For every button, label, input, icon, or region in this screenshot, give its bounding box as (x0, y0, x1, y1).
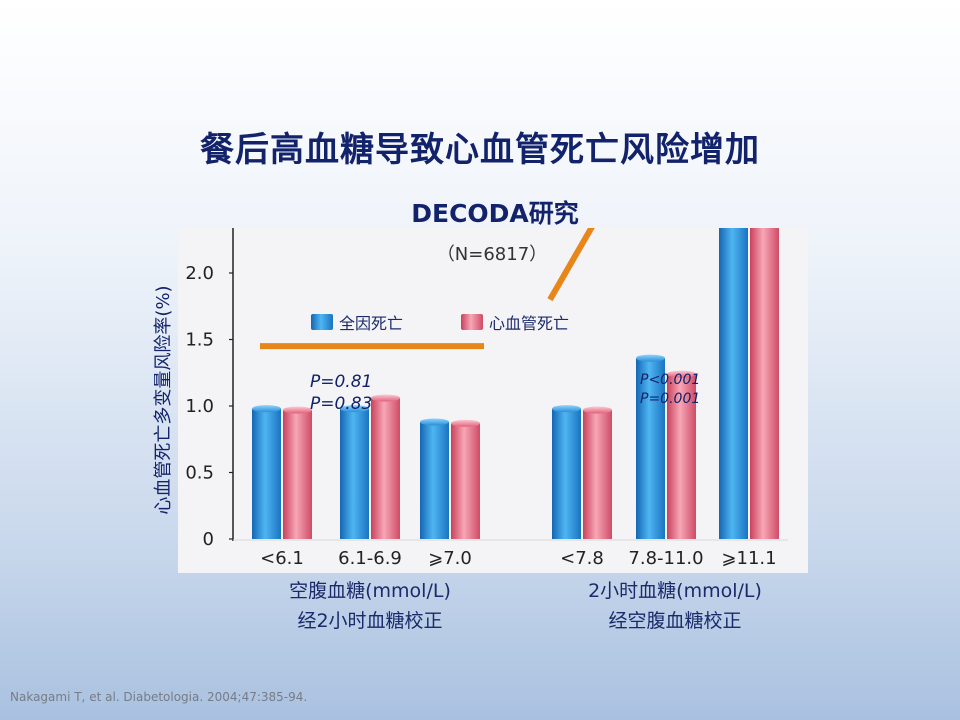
chart-panel: 00.51.01.52.02.53.03.5（N=6817）全因死亡心血管死亡<… (178, 228, 808, 573)
p-value-2h-cardiovascular: P=0.001 (640, 391, 700, 407)
bar-cardiovascular (667, 374, 696, 539)
caption-left: 空腹血糖(mmol/L) 经2小时血糖校正 (230, 576, 510, 636)
bar-cap-cardiovascular (283, 406, 312, 414)
slide-title: 餐后高血糖导致心血管死亡风险增加 (200, 130, 760, 170)
bar-cardiovascular (750, 228, 779, 540)
legend-all-cause-label: 全因死亡 (339, 314, 403, 333)
bar-cardiovascular (283, 409, 312, 539)
y-tick-label: 2.0 (185, 263, 214, 284)
bar-cardiovascular (371, 398, 400, 539)
x-tick-label: 7.8-11.0 (628, 548, 703, 569)
p-value-fasting-cardiovascular: P=0.83 (310, 394, 372, 414)
bar-cardiovascular (583, 409, 612, 539)
bar-cap-all-cause (420, 418, 449, 426)
caption-right-line2: 经空腹血糖校正 (608, 610, 742, 632)
bar-chart: 00.51.01.52.02.53.03.5（N=6817）全因死亡心血管死亡<… (185, 228, 788, 569)
y-tick-label: 1.5 (185, 330, 214, 351)
legend-all-cause-swatch (311, 314, 333, 330)
x-tick-label: <6.1 (260, 548, 304, 569)
y-tick-label: 0.5 (185, 463, 214, 484)
p-value-2h-all-cause: P<0.001 (640, 372, 700, 388)
x-tick-label: ⩾7.0 (428, 548, 472, 569)
bar-cap-all-cause (552, 405, 581, 413)
bar-cardiovascular (451, 423, 480, 539)
x-tick-label: 6.1-6.9 (338, 548, 402, 569)
bar-cap-all-cause (252, 405, 281, 413)
legend-cardiovascular-swatch (461, 314, 483, 330)
y-tick-label: 0 (203, 529, 214, 550)
bar-all-cause (252, 408, 281, 539)
caption-right-line1: 2小时血糖(mmol/L) (588, 580, 762, 602)
bar-cap-cardiovascular (371, 394, 400, 402)
citation: Nakagami T, et al. Diabetologia. 2004;47… (10, 690, 308, 704)
sample-size-label: （N=6817） (437, 244, 547, 265)
x-tick-label: ⩾11.1 (721, 548, 776, 569)
caption-left-line1: 空腹血糖(mmol/L) (289, 580, 451, 602)
bar-cap-all-cause (636, 354, 665, 362)
x-tick-label: <7.8 (560, 548, 604, 569)
bar-cap-all-cause (340, 405, 369, 413)
y-axis-label: 心血管死亡多变量风险率(%) (153, 285, 174, 515)
p-value-fasting-all-cause: P=0.81 (310, 372, 372, 392)
bar-all-cause (420, 421, 449, 539)
legend-cardiovascular-label: 心血管死亡 (489, 314, 569, 333)
bar-all-cause (340, 408, 369, 539)
bar-cap-cardiovascular (667, 370, 696, 378)
caption-left-line2: 经2小时血糖校正 (297, 610, 443, 632)
bar-all-cause (552, 408, 581, 539)
y-tick-label: 1.0 (185, 396, 214, 417)
study-name: DECODA研究 (411, 199, 579, 228)
bar-cap-cardiovascular (583, 406, 612, 414)
bar-all-cause (719, 228, 748, 539)
bar-cap-cardiovascular (451, 419, 480, 427)
caption-right: 2小时血糖(mmol/L) 经空腹血糖校正 (535, 576, 815, 636)
trend-line-2h (547, 228, 595, 302)
bar-all-cause (636, 358, 665, 539)
